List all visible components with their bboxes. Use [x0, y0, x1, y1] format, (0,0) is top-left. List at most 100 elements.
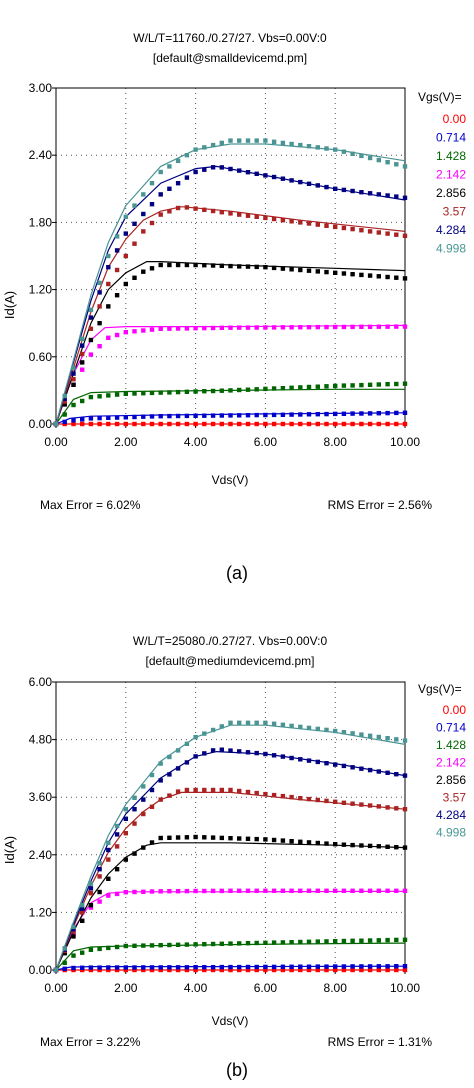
data-point: [141, 211, 146, 217]
data-point: [245, 264, 251, 269]
data-point: [80, 398, 85, 404]
data-point: [280, 754, 286, 759]
data-point: [271, 837, 277, 843]
data-point: [333, 762, 338, 767]
data-point: [263, 173, 268, 178]
data-point: [315, 145, 320, 150]
data-point: [97, 344, 102, 349]
data-point: [114, 248, 120, 253]
data-point: [97, 394, 102, 399]
data-point: [289, 178, 294, 183]
data-point: [167, 754, 172, 760]
data-point: [80, 367, 85, 372]
x-tick-label: 10.00: [390, 981, 420, 995]
data-point: [315, 797, 320, 803]
data-point: [184, 760, 190, 765]
data-point: [263, 791, 268, 797]
data-point: [71, 953, 76, 958]
data-point: [385, 324, 390, 329]
data-point: [132, 889, 137, 895]
data-point: [210, 787, 216, 793]
data-point: [298, 412, 303, 417]
legend-entry: 0.00: [443, 703, 467, 717]
data-point: [376, 421, 381, 427]
data-point: [376, 769, 381, 774]
data-point: [298, 179, 303, 185]
data-point: [254, 387, 259, 392]
data-point: [341, 149, 347, 154]
data-point: [228, 787, 233, 793]
data-point: [298, 385, 303, 390]
data-point: [359, 843, 364, 848]
data-point: [350, 765, 355, 770]
data-point: [341, 842, 347, 847]
data-point: [394, 937, 399, 943]
data-point: [71, 365, 76, 371]
data-point: [80, 360, 85, 365]
data-point: [175, 789, 181, 794]
data-point: [228, 211, 233, 216]
data-point: [193, 735, 198, 740]
data-point: [394, 194, 399, 199]
data-point: [175, 967, 181, 973]
data-point: [141, 965, 146, 970]
data-point: [106, 253, 111, 259]
data-point: [158, 414, 163, 419]
data-point: [237, 749, 242, 754]
data-point: [385, 410, 390, 416]
data-point: [271, 412, 277, 418]
data-point: [149, 804, 155, 809]
data-point: [237, 387, 242, 393]
data-point: [132, 807, 137, 812]
y-tick-label: 2.40: [29, 848, 53, 862]
data-point: [167, 889, 172, 894]
panel-label: (a): [226, 563, 248, 583]
data-point: [210, 325, 216, 331]
data-point: [254, 836, 259, 842]
data-point: [376, 230, 381, 235]
data-point: [271, 139, 277, 144]
data-point: [219, 210, 224, 215]
data-point: [210, 388, 216, 394]
data-point: [394, 324, 399, 329]
data-point: [254, 264, 259, 270]
data-point: [376, 382, 381, 387]
data-point: [193, 206, 198, 211]
data-point: [149, 965, 155, 970]
data-point: [394, 737, 399, 742]
data-point: [315, 939, 320, 944]
data-point: [97, 290, 102, 295]
data-point: [333, 224, 338, 230]
data-point: [394, 967, 399, 973]
data-point: [289, 267, 294, 272]
data-point: [263, 837, 268, 842]
series-measured-points: [53, 138, 408, 427]
data-point: [254, 964, 259, 970]
data-point: [149, 889, 155, 894]
data-point: [298, 967, 303, 973]
data-point: [228, 263, 233, 269]
data-point: [210, 208, 216, 214]
data-point: [306, 758, 312, 763]
data-point: [167, 772, 172, 777]
data-point: [341, 271, 347, 276]
data-point: [167, 262, 172, 268]
data-point: [280, 266, 286, 271]
data-point: [254, 940, 259, 946]
data-point: [202, 207, 207, 212]
data-point: [210, 835, 216, 840]
data-point: [114, 267, 120, 273]
data-point: [167, 413, 172, 419]
data-point: [376, 844, 381, 849]
series-measured-points: [53, 720, 408, 973]
data-point: [210, 888, 216, 894]
data-point: [71, 931, 76, 937]
data-point: [263, 325, 268, 330]
data-point: [245, 170, 251, 175]
data-point: [289, 888, 294, 893]
data-point: [359, 272, 364, 278]
legend-title: Vgs(V)=: [418, 682, 462, 696]
data-point: [158, 835, 163, 841]
data-point: [245, 213, 251, 218]
data-point: [167, 967, 172, 973]
